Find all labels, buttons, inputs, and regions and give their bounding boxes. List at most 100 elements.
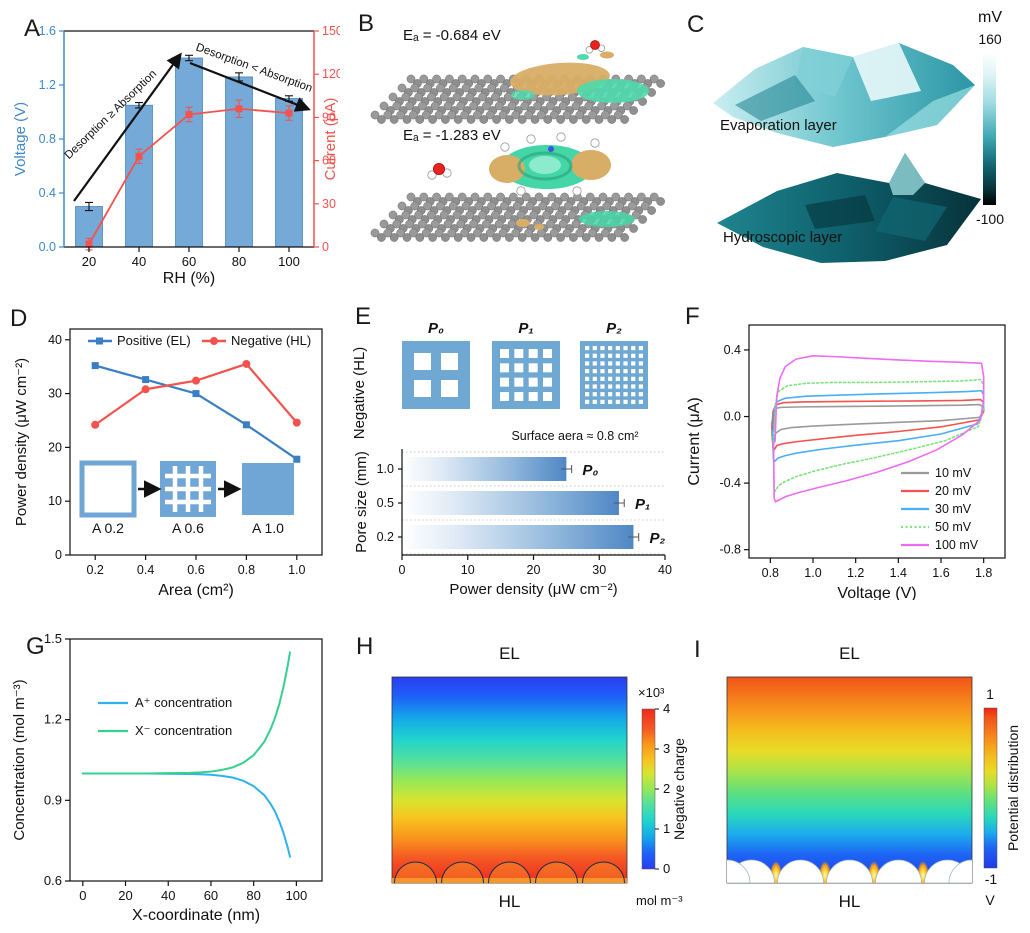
adsorption-energy-top: Eₐ = -0.684 eV xyxy=(403,27,501,44)
pattern-label: P₂ xyxy=(606,320,622,337)
pore-size-tick: 1.0 xyxy=(377,462,394,476)
panel-letter-E: E xyxy=(355,303,372,330)
hl-label: HL xyxy=(839,892,861,911)
y-axis-label: Concentration (mol m⁻³) xyxy=(11,679,28,840)
power-density-bar xyxy=(402,457,567,481)
x-axis-label: Area (cm²) xyxy=(158,582,234,599)
legend-entry: 20 mV xyxy=(935,484,972,498)
colorbar-unit: mol m⁻³ xyxy=(636,893,683,908)
x-tick: 20 xyxy=(527,563,541,577)
bar-label: P₀ xyxy=(582,462,598,479)
pore-size-tick: 0.5 xyxy=(377,496,394,510)
x-tick: 0 xyxy=(79,888,86,903)
x-tick: 40 xyxy=(658,563,672,577)
x-tick: 1.4 xyxy=(890,566,907,580)
cv-loop xyxy=(772,378,985,492)
colorbar-min: -1 xyxy=(985,871,998,887)
inset-square-solid xyxy=(242,463,294,515)
inset-square-hollow xyxy=(79,460,137,518)
x-tick: 60 xyxy=(204,888,218,903)
colorbar-max-tick: 160 xyxy=(978,31,1002,47)
pore-pattern-2 xyxy=(580,341,648,409)
right-tick: 0 xyxy=(322,240,329,254)
right-tick: 60 xyxy=(322,154,336,168)
x-tick: 30 xyxy=(592,563,606,577)
potential-heatmap xyxy=(726,676,973,884)
pore-size-power-density-chart: P₀ P₁ P₂ Negative (HL) Surface aera ≈ 0.8 cm… xyxy=(351,320,672,598)
legend-entry: 100 mV xyxy=(935,538,979,552)
panel-letter-A: A xyxy=(24,15,41,42)
charge-colorbar xyxy=(641,708,656,870)
panel-E: E P₀ P₁ P₂ Negative (HL) Surface aera ≈ 0.8 … xyxy=(350,303,680,600)
colorbar-tick: 3 xyxy=(663,741,670,756)
colorbar-unit: V xyxy=(985,892,995,908)
right-tick: 90 xyxy=(322,110,336,124)
power-density-bar xyxy=(402,525,634,549)
colorbar-title-mv: mV xyxy=(978,9,1002,26)
charge-heatmap xyxy=(391,676,628,884)
voltage-bar xyxy=(125,104,153,248)
x-tick: 0.6 xyxy=(187,563,204,577)
potential-colorbar xyxy=(983,707,998,869)
x-tick: 0.8 xyxy=(762,566,779,580)
bump-outline xyxy=(582,861,625,884)
x-axis-label: Voltage (V) xyxy=(837,585,916,600)
x-axis-label: RH (%) xyxy=(163,270,215,287)
marker xyxy=(292,418,301,427)
y-tick: 40 xyxy=(48,333,62,347)
panel-A: A 0.0 0.4 0.8 1.2 1.6 0 30 60 90 120 150 20 40 60 80 10… xyxy=(10,5,340,290)
marker xyxy=(293,455,301,463)
panel-letter-C: C xyxy=(687,11,705,38)
voltage-bar xyxy=(175,57,203,248)
y-tick: -0.8 xyxy=(719,543,741,557)
x-tick: 0.8 xyxy=(238,563,255,577)
marker xyxy=(192,390,200,398)
x-tick: 10 xyxy=(461,563,475,577)
x-tick: 0.4 xyxy=(137,563,154,577)
legend-positive-el: Positive (EL) xyxy=(117,333,191,348)
panel-H: H EL HL ×10³ 4 3 2 1 0 Negative charge mol m⁻³ xyxy=(350,613,690,931)
y-axis-label: Current (μA) xyxy=(686,397,703,485)
legend-entry: 30 mV xyxy=(935,502,972,516)
x-tick: 20 xyxy=(118,888,132,903)
evaporation-surface xyxy=(713,43,975,147)
legend-negative-hl: Negative (HL) xyxy=(231,333,311,348)
bump-outline xyxy=(488,861,531,884)
panel-F: F -0.8 -0.4 0.0 0.4 0.8 1.0 1.2 1.4 1.6 1.8 Voltag… xyxy=(683,303,1028,600)
power-density-vs-area-chart: 0 10 20 30 40 0.2 0.4 0.6 0.8 1.0 Area (cm²) Power … xyxy=(13,328,323,599)
marker xyxy=(91,362,99,370)
marker xyxy=(242,421,250,429)
x-axis-label: Power density (μW cm⁻²) xyxy=(449,581,617,598)
colorbar-multiplier: ×10³ xyxy=(638,685,665,700)
pattern-label: P₁ xyxy=(518,320,533,337)
left-tick: 0.0 xyxy=(39,240,56,254)
colorbar-min-tick: -100 xyxy=(975,211,1005,227)
x-tick: 20 xyxy=(82,254,96,269)
voltage-current-vs-rh-chart: 0.0 0.4 0.8 1.2 1.6 0 30 60 90 120 150 20 40 60 80 100 R… xyxy=(12,24,340,287)
arrow-up xyxy=(73,52,182,202)
y-tick: 0.9 xyxy=(44,792,62,807)
y-tick: 20 xyxy=(48,440,62,454)
x-tick: 1.6 xyxy=(932,566,949,580)
hydroscopic-layer-label: Hydroscopic layer xyxy=(723,229,843,246)
colorbar-label: Potential distribution xyxy=(1005,725,1021,851)
left-tick: 0.4 xyxy=(39,186,56,200)
marker xyxy=(192,376,200,385)
colorbar-label: Negative charge xyxy=(671,738,687,840)
surface-area-note: Surface aera ≈ 0.8 cm² xyxy=(511,429,638,443)
marker xyxy=(91,420,100,429)
panel-letter-B: B xyxy=(358,10,375,37)
left-tick: 1.6 xyxy=(39,24,56,38)
bump-outline xyxy=(394,861,437,884)
y-axis-label: Pore size (mm) xyxy=(353,451,370,553)
y-tick: 0.0 xyxy=(724,410,741,424)
current-marker xyxy=(285,109,293,117)
y-tick: -0.4 xyxy=(719,476,741,490)
y-tick: 1.5 xyxy=(44,631,62,646)
bump-white xyxy=(826,859,873,883)
inset-label: A 0.6 xyxy=(172,520,204,536)
inset-label: A 1.0 xyxy=(252,520,284,536)
colorbar-tick: 1 xyxy=(663,821,670,836)
potential-distribution-heatmap: EL HL 1 -1 V Potential distribution xyxy=(726,644,1021,911)
